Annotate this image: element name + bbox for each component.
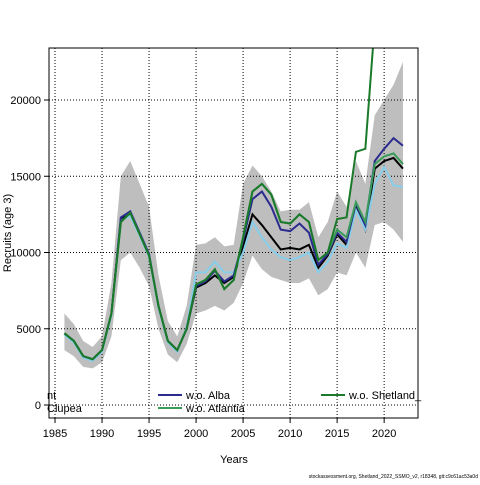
- x-tick-label: 1990: [90, 428, 114, 440]
- y-tick-label: 0: [35, 400, 41, 412]
- confidence-band: [64, 61, 403, 369]
- x-tick-label: 2015: [325, 428, 349, 440]
- footer: stockassessment.org, Shetland_2022_SSMO_…: [309, 474, 478, 480]
- legend-label: w.o. Shetland_: [348, 390, 422, 402]
- y-axis-label: Recruits (age 3): [2, 194, 14, 272]
- legend-label: nt: [47, 390, 56, 402]
- x-tick-label: 1985: [43, 428, 67, 440]
- series-line: [63, 48, 374, 361]
- plot-frame: [48, 47, 419, 419]
- y-tick-label: 10000: [10, 248, 41, 260]
- legend-label: Clupea: [47, 403, 83, 415]
- legend-label: w.o. Alba: [185, 390, 231, 402]
- x-tick-label: 2000: [184, 428, 208, 440]
- x-tick-label: 1995: [137, 428, 161, 440]
- y-tick-label: 5000: [17, 324, 41, 336]
- y-tick-label: 15000: [10, 171, 41, 183]
- y-tick-label: 20000: [10, 95, 41, 107]
- x-tick-label: 2020: [372, 428, 396, 440]
- legend-label: w.o. Atlantia: [185, 403, 246, 415]
- x-tick-label: 2005: [231, 428, 255, 440]
- plot-layer: [49, 48, 418, 418]
- x-axis-label: Years: [220, 454, 248, 466]
- x-tick-label: 2010: [278, 428, 302, 440]
